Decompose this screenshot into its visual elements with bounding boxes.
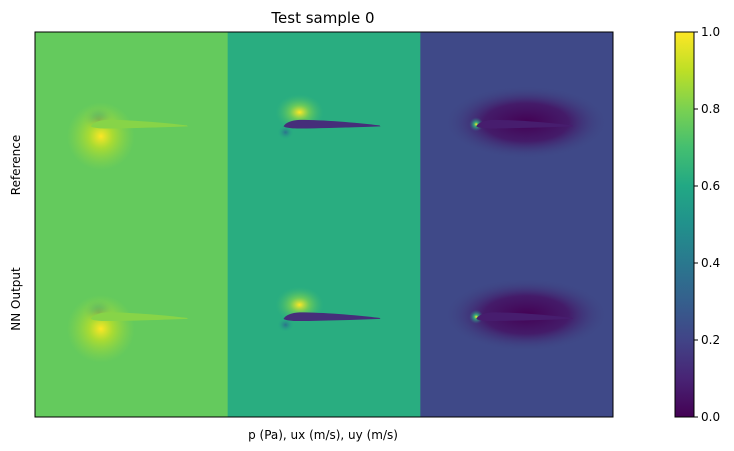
panel-nn-output-ux xyxy=(227,224,421,417)
field-gradient xyxy=(277,125,294,140)
colorbar-ticks: 0.0 0.2 0.4 0.6 0.8 1.0 xyxy=(694,25,720,424)
field-gradient xyxy=(66,294,135,363)
colorbar-tick-label: 0.8 xyxy=(701,102,720,116)
row-label-reference: Reference xyxy=(9,135,23,195)
colorbar-tick-label: 0.2 xyxy=(701,333,720,347)
colorbar xyxy=(675,32,694,417)
axes-frame xyxy=(34,31,614,418)
field-panels xyxy=(35,32,613,417)
panel-background xyxy=(227,32,421,225)
field-gradient xyxy=(469,309,484,324)
field-gradient xyxy=(66,102,135,171)
colorbar-tick-label: 1.0 xyxy=(701,25,720,39)
airfoil-shape xyxy=(476,312,574,322)
airfoil-shape xyxy=(90,312,188,322)
colorbar-tick-label: 0.4 xyxy=(701,256,720,270)
colorbar-tick-label: 0.0 xyxy=(701,410,720,424)
chart-title: Test sample 0 xyxy=(270,9,374,27)
panel-nn-output-p xyxy=(35,224,229,417)
panel-reference-ux xyxy=(227,32,421,225)
airfoil-shape xyxy=(283,119,381,129)
field-gradient xyxy=(277,317,294,332)
row-label-nn-output: NN Output xyxy=(9,267,23,331)
colorbar-tick-label: 0.6 xyxy=(701,179,720,193)
panel-background xyxy=(227,224,421,417)
airfoil-shape xyxy=(90,119,188,129)
panel-reference-p xyxy=(35,32,229,225)
colorbar-frame xyxy=(674,31,695,418)
panel-nn-output-uy xyxy=(420,224,613,417)
airfoil-shape xyxy=(283,312,381,322)
panel-reference-uy xyxy=(420,32,613,225)
field-gradient xyxy=(469,117,484,132)
airfoil-shape xyxy=(476,119,574,129)
x-axis-label: p (Pa), ux (m/s), uy (m/s) xyxy=(248,428,398,442)
